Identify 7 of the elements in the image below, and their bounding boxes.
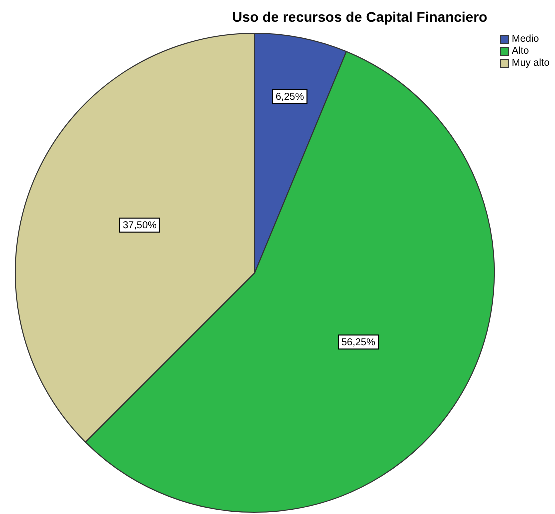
legend-label: Muy alto xyxy=(512,58,550,68)
chart-title: Uso de recursos de Capital Financiero xyxy=(231,9,489,25)
data-label: 56,25% xyxy=(342,337,376,348)
data-label: 37,50% xyxy=(122,220,158,232)
data-label: 6,25% xyxy=(276,92,304,104)
legend-label: Alto xyxy=(512,46,530,56)
legend-label: Medio xyxy=(512,34,540,44)
